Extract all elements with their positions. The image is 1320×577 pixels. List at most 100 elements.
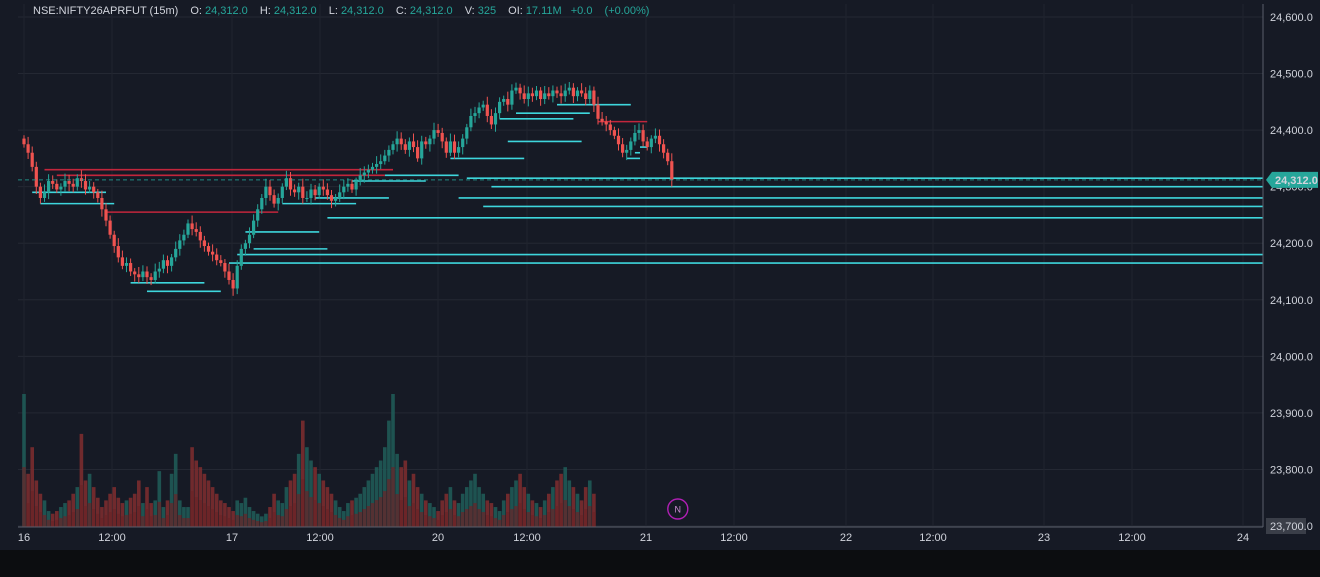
- volume-bar-lower: [469, 506, 473, 527]
- close-value: 24,312.0: [409, 5, 453, 17]
- volume-bar: [79, 433, 84, 527]
- volume-bar: [239, 503, 244, 527]
- volume-bar: [104, 500, 108, 527]
- symbol-name[interactable]: NSE:NIFTY26APRFUT (15m): [33, 5, 179, 17]
- volume-bar-lower: [272, 512, 276, 527]
- volume-bar-lower: [337, 518, 342, 527]
- candle-body: [108, 220, 112, 235]
- volume-bar: [481, 493, 485, 527]
- volume-bar: [555, 480, 559, 527]
- volume-bar-lower: [456, 516, 461, 527]
- y-tick-label: 23,700.0: [1270, 521, 1313, 533]
- candle-body: [252, 220, 256, 235]
- volume-bar: [342, 511, 346, 527]
- candle-body: [342, 186, 346, 193]
- volume-bar: [497, 511, 502, 527]
- volume-bar-lower: [296, 494, 301, 527]
- last-price-label: 24,312.0: [1275, 175, 1318, 187]
- volume-bar: [436, 511, 440, 527]
- volume-bar: [100, 507, 104, 527]
- candle-body: [243, 243, 247, 249]
- volume-bar-lower: [104, 515, 108, 527]
- volume-bar-lower: [210, 509, 215, 527]
- volume-bar-lower: [169, 503, 174, 527]
- volume-bar-lower: [592, 512, 596, 527]
- volume-bar-lower: [55, 519, 59, 527]
- volume-bar: [489, 503, 494, 527]
- volume-bar-lower: [173, 494, 178, 527]
- candle-body: [51, 181, 55, 184]
- candle-body: [38, 186, 42, 198]
- volume-bar: [501, 500, 506, 527]
- candle-body: [325, 189, 329, 196]
- volume-value: 325: [477, 5, 497, 17]
- volume-bar: [583, 487, 588, 527]
- volume-bar: [280, 503, 285, 527]
- volume-bar: [96, 497, 100, 527]
- candle-body: [502, 99, 506, 102]
- volume-bar: [251, 511, 256, 527]
- volume-bar-lower: [407, 506, 412, 527]
- candle-body: [571, 87, 575, 97]
- candle-body: [592, 90, 596, 105]
- volume-bar-lower: [575, 512, 580, 527]
- candle-body: [55, 183, 59, 190]
- volume-bar-lower: [206, 506, 211, 527]
- candle-body: [346, 183, 350, 187]
- volume-bar-lower: [239, 516, 244, 527]
- candle-body: [145, 271, 149, 278]
- level-lines: [32, 103, 1263, 293]
- candle-body: [666, 152, 670, 162]
- open-value: 24,312.0: [204, 5, 248, 17]
- volume-bar-lower: [149, 516, 153, 527]
- candle-body: [547, 93, 551, 97]
- candle-body: [112, 234, 116, 247]
- candle-body: [26, 144, 30, 153]
- candle-body: [473, 113, 477, 116]
- volume-bar: [313, 467, 317, 527]
- volume-bar-lower: [485, 515, 490, 527]
- x-tick-label: 22: [840, 532, 852, 544]
- volume-bar-lower: [588, 506, 592, 527]
- volume-bar-lower: [366, 506, 371, 527]
- y-tick-label: 24,000.0: [1270, 351, 1313, 363]
- volume-bar: [452, 500, 457, 527]
- volume-bar-lower: [42, 515, 47, 527]
- volume-bar-lower: [116, 513, 121, 527]
- candle-body: [563, 90, 567, 97]
- candle-body: [383, 155, 387, 162]
- candle-body: [662, 144, 666, 153]
- candle-body: [649, 138, 653, 148]
- volume-bar: [510, 487, 514, 527]
- volume-bar-lower: [178, 515, 182, 527]
- news-marker-label: N: [675, 505, 682, 515]
- volume-bar-lower: [383, 491, 387, 527]
- candle-body: [534, 90, 539, 97]
- candle-body: [211, 251, 215, 255]
- volume-bar: [227, 507, 231, 527]
- volume-bar-lower: [583, 509, 588, 527]
- volume-bar: [460, 493, 465, 527]
- volume-bar: [178, 500, 182, 527]
- volume-bar-lower: [444, 512, 449, 527]
- volume-bar: [362, 487, 367, 527]
- candle-body: [174, 248, 178, 258]
- volume-bar-lower: [198, 500, 203, 527]
- volume-bar: [547, 493, 551, 527]
- high-label: H:: [259, 5, 271, 17]
- volume-bar: [87, 473, 92, 527]
- y-tick-label: 24,500.0: [1270, 69, 1313, 81]
- candle-body: [407, 141, 411, 150]
- candles: [22, 82, 674, 296]
- volume-bar-lower: [559, 503, 563, 527]
- candle-body: [92, 186, 96, 193]
- candle-body: [633, 132, 637, 142]
- candle-body: [366, 169, 370, 173]
- volume-bar-lower: [71, 512, 75, 527]
- candle-body: [411, 141, 416, 148]
- candle-body: [530, 93, 534, 97]
- candle-body: [465, 127, 469, 139]
- candle-body: [616, 135, 621, 145]
